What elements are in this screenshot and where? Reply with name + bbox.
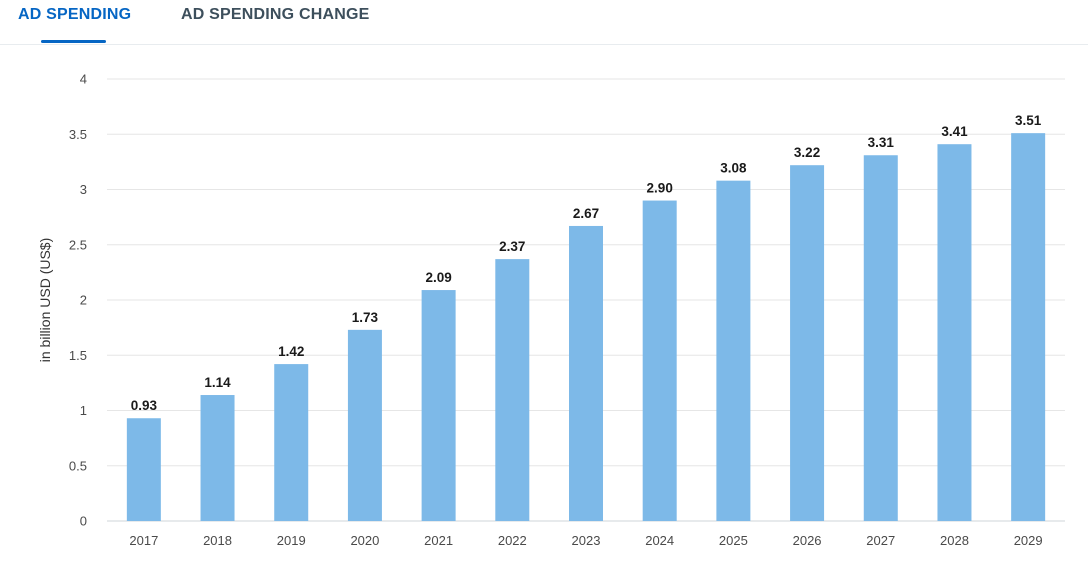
data-label-2028: 3.41 xyxy=(941,124,968,139)
x-tick-label: 2021 xyxy=(424,533,453,548)
data-label-2029: 3.51 xyxy=(1015,113,1042,128)
y-axis-ticks: 0 0.5 1 1.5 2 2.5 3 3.5 4 xyxy=(69,72,87,529)
y-tick-label: 1.5 xyxy=(69,348,87,363)
y-tick-label: 1 xyxy=(80,403,87,418)
bar-2019[interactable] xyxy=(274,364,309,521)
bar-2020[interactable] xyxy=(347,329,382,521)
y-tick-label: 3 xyxy=(80,182,87,197)
x-tick-label: 2027 xyxy=(866,533,895,548)
bar-2029[interactable] xyxy=(1011,133,1046,521)
data-label-2020: 1.73 xyxy=(352,310,379,325)
data-label-2019: 1.42 xyxy=(278,344,304,359)
x-tick-label: 2028 xyxy=(940,533,969,548)
active-tab-indicator xyxy=(41,40,106,43)
y-tick-label: 2 xyxy=(80,293,87,308)
y-tick-label: 2.5 xyxy=(69,237,87,252)
data-label-2017: 0.93 xyxy=(131,398,158,413)
x-tick-label: 2020 xyxy=(350,533,379,548)
bar-2017[interactable] xyxy=(126,418,161,521)
bar-2024[interactable] xyxy=(642,200,677,522)
y-tick-label: 0.5 xyxy=(69,458,87,473)
data-label-2023: 2.67 xyxy=(573,206,599,221)
bars xyxy=(126,133,1046,522)
y-tick-label: 3.5 xyxy=(69,127,87,142)
data-label-2026: 3.22 xyxy=(794,145,820,160)
tab-ad-spending[interactable]: AD SPENDING xyxy=(18,6,132,23)
data-labels: 0.93 1.14 1.42 1.73 2.09 2.37 2.67 2.90 3.08 3.22… xyxy=(131,113,1042,413)
tab-ad-spending-change[interactable]: AD SPENDING CHANGE xyxy=(181,6,370,23)
x-tick-label: 2025 xyxy=(719,533,748,548)
y-tick-label: 0 xyxy=(80,514,87,529)
y-axis-title: in billion USD (US$) xyxy=(37,238,53,362)
data-label-2027: 3.31 xyxy=(868,135,895,150)
data-label-2022: 2.37 xyxy=(499,239,525,254)
data-label-2018: 1.14 xyxy=(204,375,231,390)
bar-2027[interactable] xyxy=(863,155,898,521)
data-label-2021: 2.09 xyxy=(425,270,451,285)
bar-2023[interactable] xyxy=(569,225,603,521)
x-tick-label: 2017 xyxy=(129,533,158,548)
bar-2021[interactable] xyxy=(421,290,456,521)
bar-2025[interactable] xyxy=(716,180,751,521)
x-tick-label: 2026 xyxy=(793,533,822,548)
x-tick-label: 2018 xyxy=(203,533,232,548)
bar-2022[interactable] xyxy=(495,259,530,521)
x-tick-label: 2024 xyxy=(645,533,674,548)
tab-bar: AD SPENDING AD SPENDING CHANGE xyxy=(0,0,1088,45)
x-tick-label: 2022 xyxy=(498,533,527,548)
y-tick-label: 4 xyxy=(80,72,87,87)
data-label-2025: 3.08 xyxy=(720,161,747,176)
bar-2028[interactable] xyxy=(937,144,972,521)
data-label-2024: 2.90 xyxy=(647,181,673,196)
ad-spending-bar-chart: 0 0.5 1 1.5 2 2.5 3 3.5 4 in billion USD (US$) 0… xyxy=(37,72,1065,548)
x-tick-label: 2019 xyxy=(277,533,306,548)
bar-2026[interactable] xyxy=(790,165,825,521)
bar-2018[interactable] xyxy=(200,395,235,521)
x-tick-label: 2023 xyxy=(572,533,601,548)
x-axis-ticks: 2017 2018 2019 2020 2021 2022 2023 2024 2025 2026… xyxy=(129,533,1042,548)
x-tick-label: 2029 xyxy=(1014,533,1043,548)
